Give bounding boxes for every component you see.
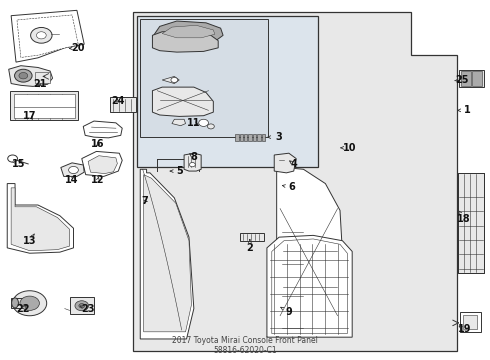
Bar xyxy=(34,72,50,83)
Text: 15: 15 xyxy=(12,159,25,169)
Text: 2017 Toyota Mirai Console Front Panel
58816-62020-C1: 2017 Toyota Mirai Console Front Panel 58… xyxy=(172,336,318,355)
Polygon shape xyxy=(144,175,192,332)
Bar xyxy=(460,312,481,332)
Circle shape xyxy=(190,162,196,167)
Polygon shape xyxy=(11,188,70,251)
Bar xyxy=(10,91,78,120)
Text: 4: 4 xyxy=(291,159,297,169)
Polygon shape xyxy=(184,153,201,171)
Text: 9: 9 xyxy=(286,307,292,317)
Text: 22: 22 xyxy=(17,304,30,314)
Bar xyxy=(70,297,94,314)
Circle shape xyxy=(75,301,89,311)
Circle shape xyxy=(30,27,52,43)
Polygon shape xyxy=(152,32,218,52)
Polygon shape xyxy=(82,152,122,176)
Bar xyxy=(472,71,482,86)
Circle shape xyxy=(171,77,178,82)
Text: 24: 24 xyxy=(112,96,125,107)
Polygon shape xyxy=(61,163,84,176)
Polygon shape xyxy=(152,87,213,116)
Text: 8: 8 xyxy=(191,152,197,162)
Bar xyxy=(11,298,25,307)
Bar xyxy=(459,173,484,273)
Bar xyxy=(110,97,136,112)
Polygon shape xyxy=(17,15,78,58)
Text: 12: 12 xyxy=(91,175,104,185)
Text: 1: 1 xyxy=(464,105,470,115)
Text: 10: 10 xyxy=(343,143,357,153)
Circle shape xyxy=(19,72,28,79)
Ellipse shape xyxy=(12,298,19,308)
Circle shape xyxy=(13,291,47,316)
Polygon shape xyxy=(152,21,223,43)
Polygon shape xyxy=(83,121,122,138)
Text: 18: 18 xyxy=(458,214,471,224)
Polygon shape xyxy=(277,167,343,336)
Polygon shape xyxy=(88,156,117,174)
Bar xyxy=(459,173,484,273)
Polygon shape xyxy=(162,76,179,84)
Text: 14: 14 xyxy=(65,175,79,185)
Bar xyxy=(460,70,484,87)
Text: 19: 19 xyxy=(458,324,471,334)
Circle shape xyxy=(36,32,46,39)
Polygon shape xyxy=(274,153,296,173)
Text: 23: 23 xyxy=(81,304,95,314)
Bar xyxy=(262,134,265,141)
Bar xyxy=(461,71,471,86)
Text: 13: 13 xyxy=(23,236,36,246)
Text: 16: 16 xyxy=(91,139,104,149)
Bar xyxy=(240,233,265,241)
Polygon shape xyxy=(140,19,269,137)
Polygon shape xyxy=(272,239,347,334)
Text: 25: 25 xyxy=(455,75,468,85)
Text: 7: 7 xyxy=(142,197,148,206)
Bar xyxy=(240,134,243,141)
Polygon shape xyxy=(7,184,74,253)
Polygon shape xyxy=(162,25,215,38)
Bar xyxy=(463,315,477,329)
Polygon shape xyxy=(267,235,352,337)
Polygon shape xyxy=(137,16,318,167)
Text: 21: 21 xyxy=(34,79,47,89)
Polygon shape xyxy=(133,12,457,351)
Text: 2: 2 xyxy=(246,243,253,253)
Circle shape xyxy=(15,69,32,82)
Text: 17: 17 xyxy=(23,111,36,121)
Bar xyxy=(14,94,75,118)
Text: 5: 5 xyxy=(176,166,183,176)
Polygon shape xyxy=(172,119,186,126)
Circle shape xyxy=(20,296,39,310)
Text: 3: 3 xyxy=(276,132,282,142)
Circle shape xyxy=(69,166,78,174)
Bar xyxy=(244,134,247,141)
Bar xyxy=(257,134,261,141)
Circle shape xyxy=(79,303,85,308)
Text: 20: 20 xyxy=(72,43,85,53)
Circle shape xyxy=(199,119,208,126)
Circle shape xyxy=(207,124,214,129)
Bar xyxy=(253,134,256,141)
Text: 6: 6 xyxy=(288,182,294,192)
Polygon shape xyxy=(140,169,194,339)
Bar xyxy=(235,134,239,141)
Bar xyxy=(248,134,252,141)
Polygon shape xyxy=(11,10,84,62)
Circle shape xyxy=(8,155,18,162)
Text: 11: 11 xyxy=(187,118,200,128)
Polygon shape xyxy=(9,66,52,86)
